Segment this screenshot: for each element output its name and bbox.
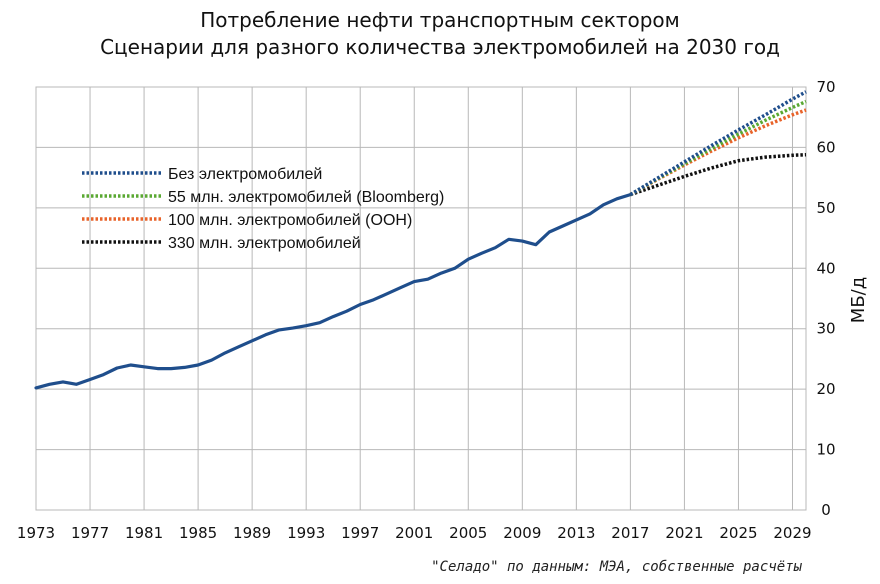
x-tick-label: 1989 bbox=[233, 524, 271, 542]
y-tick-label: 20 bbox=[816, 380, 835, 398]
x-tick-label: 1973 bbox=[17, 524, 55, 542]
x-tick-label: 1985 bbox=[179, 524, 217, 542]
series-line-no_ev bbox=[629, 90, 807, 197]
y-tick-label: 70 bbox=[816, 78, 835, 96]
x-tick-label: 2029 bbox=[773, 524, 811, 542]
chart-subtitle: Сценарии для разного количества электром… bbox=[100, 35, 780, 59]
y-tick-label: 40 bbox=[816, 259, 835, 277]
y-tick-label: 0 bbox=[821, 501, 831, 519]
y-tick-label: 10 bbox=[816, 441, 835, 459]
x-tick-label: 1997 bbox=[341, 524, 379, 542]
series-line-ev330 bbox=[629, 152, 807, 197]
source-note: "Селадо" по данным: МЭА, собственные рас… bbox=[431, 559, 802, 575]
x-tick-label: 1993 bbox=[287, 524, 325, 542]
x-tick-label: 1977 bbox=[71, 524, 109, 542]
x-tick-label: 2017 bbox=[611, 524, 649, 542]
series-line-historical bbox=[34, 193, 633, 390]
chart-title: Потребление нефти транспортным сектором bbox=[200, 8, 680, 32]
x-tick-label: 2013 bbox=[557, 524, 595, 542]
y-tick-label: 60 bbox=[816, 138, 835, 156]
plot-frame bbox=[35, 86, 807, 511]
legend-label-ev330: 330 млн. электромобилей bbox=[168, 235, 361, 252]
legend-label-bloomberg: 55 млн. электромобилей (Bloomberg) bbox=[168, 189, 444, 206]
legend-label-no_ev: Без электромобилей bbox=[168, 166, 322, 183]
y-tick-label: 30 bbox=[816, 320, 835, 338]
legend-label-un: 100 млн. электромобилей (ООН) bbox=[168, 212, 412, 229]
x-tick-label: 2009 bbox=[503, 524, 541, 542]
y-tick-label: 50 bbox=[816, 199, 835, 217]
series-line-un bbox=[629, 108, 807, 197]
x-tick-label: 2021 bbox=[665, 524, 703, 542]
x-tick-label: 2001 bbox=[395, 524, 433, 542]
x-tick-label: 2005 bbox=[449, 524, 487, 542]
x-tick-label: 1981 bbox=[125, 524, 163, 542]
x-tick-label: 2025 bbox=[719, 524, 757, 542]
y-axis-label: МБ/д bbox=[848, 277, 869, 323]
